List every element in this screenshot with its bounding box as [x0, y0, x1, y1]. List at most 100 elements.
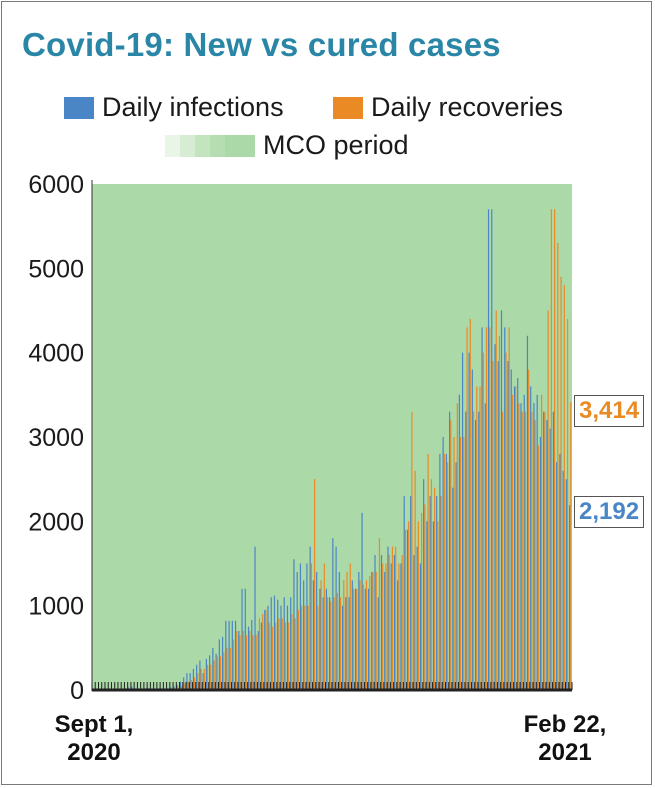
recoveries-bar: [294, 618, 296, 690]
infections-bar: [280, 605, 282, 690]
infections-bar: [270, 597, 272, 690]
recoveries-bar: [528, 369, 530, 690]
infections-bar: [539, 437, 542, 690]
x-axis-start-line-2: 2020: [67, 739, 121, 766]
infections-bar: [176, 684, 178, 690]
recoveries-bar: [408, 521, 410, 690]
recoveries-bar: [554, 209, 556, 691]
recoveries-bar: [456, 403, 458, 690]
infections-bar: [419, 563, 422, 690]
recoveries-bar: [518, 403, 520, 690]
recoveries-bar: [395, 546, 397, 690]
recoveries-bar: [391, 546, 394, 690]
infections-bar: [371, 571, 373, 690]
recoveries-bar: [314, 479, 316, 690]
infections-bar: [523, 394, 525, 690]
infections-bar: [491, 209, 493, 691]
y-tick-label: 1000: [28, 593, 84, 621]
infections-bar: [209, 655, 211, 690]
infections-bar: [442, 437, 444, 690]
legend-infections-swatch: [64, 96, 94, 119]
infections-bar: [458, 394, 460, 690]
infections-bar: [393, 555, 396, 690]
recoveries-bar: [411, 411, 413, 690]
recoveries-bar: [560, 276, 562, 690]
infections-end-label: 2,192: [574, 496, 645, 528]
infections-bar: [251, 620, 253, 690]
recoveries-bar: [339, 597, 342, 690]
recoveries-bar: [372, 571, 374, 690]
infections-bar: [504, 327, 506, 690]
infections-bar: [397, 580, 399, 690]
infections-bar: [374, 555, 376, 690]
infections-bar: [354, 588, 357, 690]
infections-bar: [131, 686, 133, 690]
infections-bar: [461, 352, 464, 690]
infections-bar: [452, 487, 454, 690]
recoveries-bar: [485, 327, 488, 690]
legend-infections-label: Daily infections: [102, 92, 284, 122]
infections-bar: [569, 505, 571, 690]
infections-bar: [234, 620, 237, 690]
recoveries-bar: [534, 420, 536, 690]
infections-bar: [449, 411, 451, 690]
recoveries-bar: [297, 609, 299, 690]
x-axis-end-label: Feb 22, 2021: [513, 711, 617, 767]
recoveries-bar: [521, 411, 523, 690]
infections-bar: [173, 686, 175, 690]
infections-bar: [552, 411, 554, 690]
infections-bar: [319, 588, 321, 690]
infections-bar: [286, 605, 289, 690]
y-tick-label: 3000: [28, 424, 84, 452]
infections-bar: [358, 571, 360, 690]
recoveries-bar: [206, 664, 209, 690]
infections-bar: [384, 571, 386, 690]
infections-bar: [465, 411, 467, 690]
infections-bar: [436, 496, 438, 690]
infections-bar: [471, 369, 473, 690]
infections-bar: [225, 620, 227, 690]
recoveries-bar: [443, 453, 445, 690]
infections-bar: [290, 597, 292, 690]
infections-bar: [387, 546, 389, 690]
recoveries-bar: [239, 635, 241, 690]
recoveries-bar: [249, 630, 251, 690]
infections-bar: [186, 673, 188, 690]
infections-bar: [403, 496, 405, 690]
recoveries-bar: [550, 209, 552, 691]
legend-recoveries-swatch: [333, 96, 363, 119]
infections-bar: [559, 453, 561, 690]
infections-bar: [322, 597, 324, 690]
infections-bar: [228, 620, 230, 690]
recoveries-bar: [446, 462, 449, 690]
y-tick-label: 0: [70, 677, 84, 705]
recoveries-bar: [388, 555, 390, 690]
recoveries-bar: [245, 635, 248, 690]
recoveries-bar: [197, 673, 199, 690]
recoveries-bar: [502, 411, 504, 690]
recoveries-bar: [268, 622, 270, 690]
x-axis-start-label: Sept 1, 2020: [42, 711, 146, 767]
recoveries-bar: [356, 588, 358, 690]
infections-bar: [189, 673, 191, 690]
infections-bar: [241, 588, 243, 690]
recoveries-bar: [262, 614, 264, 690]
infections-bar: [481, 327, 483, 690]
infections-bar: [556, 462, 558, 690]
recoveries-bar: [216, 656, 218, 690]
infections-bar: [179, 681, 182, 690]
infections-bar: [364, 588, 366, 690]
infections-bar: [309, 546, 311, 690]
infections-bar: [303, 580, 305, 690]
infections-bar: [199, 660, 201, 690]
recoveries-bar: [349, 563, 351, 690]
infections-bar: [293, 559, 295, 690]
recoveries-bar: [459, 437, 462, 690]
infections-bar: [238, 630, 240, 690]
infections-bar: [423, 479, 425, 690]
recoveries-bar: [255, 635, 257, 690]
infections-bar: [380, 555, 383, 690]
recoveries-bar: [563, 285, 565, 690]
infections-bar: [202, 673, 204, 690]
infections-bar: [520, 403, 522, 690]
